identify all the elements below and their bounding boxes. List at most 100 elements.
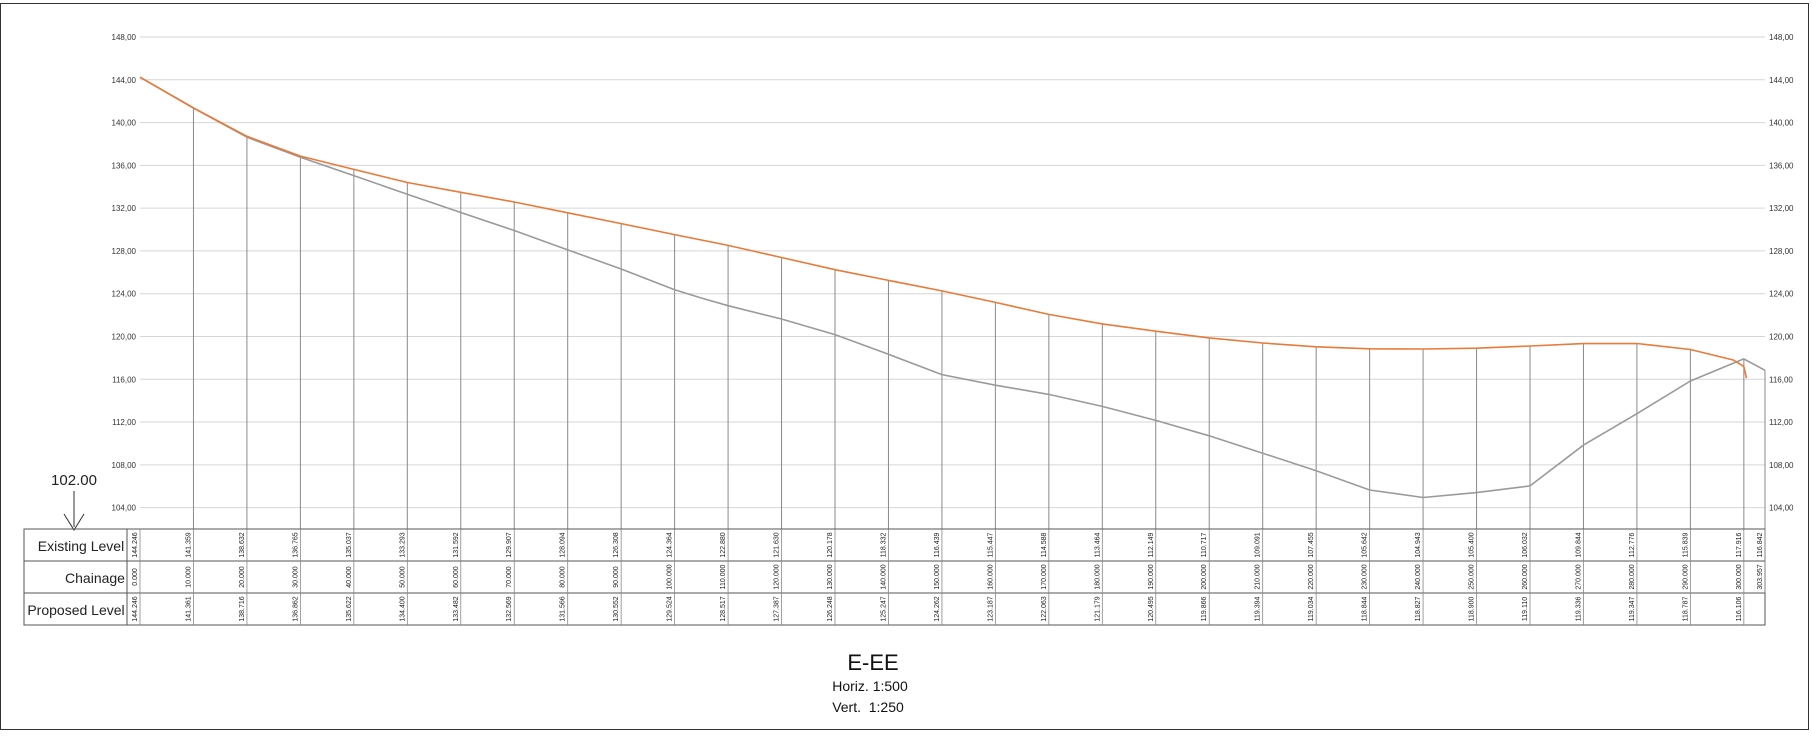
table-cell-existing-level: 141.359 — [185, 532, 192, 557]
table-cell-existing-level: 115.447 — [987, 533, 994, 558]
table-cell-proposed-level: 125.247 — [880, 596, 887, 621]
table-cell-chainage: 190.000 — [1148, 564, 1155, 589]
table-cell-existing-level: 126.308 — [613, 532, 620, 557]
y-axis-right: 104,00 108,00 112,00 116,00 120,00 124,00 128,… — [1769, 33, 1794, 513]
y-tick-label-right: 128,00 — [1769, 247, 1794, 256]
table-cell-proposed-level: 144.246 — [132, 596, 139, 621]
vertical-scale-label: Vert. 1:250 — [832, 699, 904, 715]
table-cell-existing-level: 104.943 — [1415, 532, 1422, 557]
series-line-existing-level — [140, 77, 1765, 497]
table-cell-existing-level: 121.630 — [774, 532, 781, 557]
table-values: 144.246 141.359 138.632 136.765 135.037 133.2… — [132, 529, 1765, 625]
table-cell-existing-level: 113.464 — [1094, 533, 1101, 558]
y-tick-label-right: 132,00 — [1769, 204, 1794, 213]
table-cell-proposed-level: 120.495 — [1148, 596, 1155, 621]
table-cell-chainage: 60.000 — [453, 566, 460, 588]
table-cell-proposed-level: 131.566 — [560, 596, 567, 621]
y-tick-label-left: 136,00 — [112, 161, 137, 170]
table-cell-chainage: 10.000 — [185, 566, 192, 588]
y-tick-label-left: 108,00 — [112, 461, 137, 470]
table-cell-chainage: 130.000 — [827, 564, 834, 589]
table-cell-existing-level: 110.717 — [1201, 533, 1208, 558]
table-cell-chainage: 200.000 — [1201, 564, 1208, 589]
y-tick-label-left: 112,00 — [112, 418, 136, 427]
table-cell-chainage: 0.000 — [132, 568, 139, 586]
table-cell-existing-level: 144.246 — [132, 532, 139, 557]
datum-label: 102.00 — [51, 472, 97, 489]
table-cell-chainage: 220.000 — [1308, 564, 1315, 589]
chart-title: E-EE — [847, 650, 898, 675]
table-cell-proposed-level: 134.400 — [399, 596, 406, 621]
table-cell-chainage: 50.000 — [399, 566, 406, 588]
table-cell-proposed-level: 119.347 — [1629, 597, 1636, 622]
table-cell-proposed-level: 133.482 — [453, 596, 460, 621]
table-cell-existing-level: 112.149 — [1148, 533, 1155, 558]
table-cell-proposed-level: 116.106 — [1736, 597, 1743, 622]
table-cell-proposed-level: 118.787 — [1682, 597, 1689, 622]
table-cell-proposed-level: 119.866 — [1201, 597, 1208, 622]
table-cell-existing-level: 120.178 — [827, 532, 834, 557]
table-cell-chainage: 110.000 — [720, 565, 727, 590]
table-cell-proposed-level: 124.262 — [934, 596, 941, 621]
table-cell-chainage: 270.000 — [1575, 564, 1582, 589]
table-cell-proposed-level: 126.248 — [827, 596, 834, 621]
table-cell-proposed-level: 141.361 — [185, 596, 192, 621]
table-cell-existing-level: 105.400 — [1469, 532, 1476, 557]
table-cell-existing-level: 118.332 — [880, 533, 887, 558]
table-cell-chainage: 140.000 — [880, 564, 887, 589]
table-cell-proposed-level: 129.524 — [667, 596, 674, 621]
table-frame — [24, 529, 1765, 625]
y-tick-label-left: 128,00 — [112, 247, 137, 256]
row-label-existing-level: Existing Level — [38, 538, 124, 554]
table-cell-chainage: 150.000 — [934, 564, 941, 589]
table-cell-proposed-level: 119.394 — [1255, 597, 1262, 622]
table-cell-existing-level: 107.455 — [1308, 532, 1315, 557]
table-cell-proposed-level: 138.716 — [239, 596, 246, 621]
y-tick-label-left: 116,00 — [112, 375, 136, 384]
horizontal-scale-label: Horiz. 1:500 — [832, 678, 908, 694]
table-cell-chainage: 20.000 — [239, 566, 246, 588]
table-cell-chainage: 300.000 — [1736, 564, 1743, 589]
table-cell-chainage: 280.000 — [1629, 564, 1636, 589]
table-cell-chainage: 40.000 — [346, 566, 353, 588]
table-cell-proposed-level: 136.862 — [292, 596, 299, 621]
table-cell-chainage: 120.000 — [774, 564, 781, 589]
y-tick-label-left: 104,00 — [112, 504, 137, 513]
table-cell-proposed-level: 119.336 — [1575, 597, 1582, 622]
table-cell-proposed-level: 119.110 — [1522, 597, 1529, 621]
table-cell-chainage: 180.000 — [1094, 564, 1101, 589]
y-tick-label-right: 140,00 — [1769, 119, 1794, 128]
table-cell-proposed-level: 118.900 — [1469, 597, 1476, 622]
y-tick-label-right: 104,00 — [1769, 504, 1794, 513]
table-cell-proposed-level: 123.187 — [987, 596, 994, 621]
row-label-proposed-level: Proposed Level — [27, 602, 124, 618]
table-cell-proposed-level: 127.387 — [774, 596, 781, 621]
y-axis-left: 104,00 108,00 112,00 116,00 120,00 124,00 128,… — [112, 33, 137, 513]
table-cell-existing-level: 135.037 — [346, 532, 353, 557]
row-label-chainage: Chainage — [65, 570, 125, 586]
table-cell-existing-level: 106.032 — [1522, 532, 1529, 557]
table-cell-existing-level: 114.588 — [1041, 533, 1048, 558]
table-cell-existing-level: 131.592 — [453, 532, 460, 557]
profile-table: Existing Level Chainage Proposed Level 1… — [24, 529, 1765, 625]
y-tick-label-left: 132,00 — [112, 204, 137, 213]
table-cell-chainage: 80.000 — [560, 566, 567, 588]
table-cell-chainage: 230.000 — [1362, 564, 1369, 589]
table-cell-chainage: 303.957 — [1757, 564, 1764, 589]
table-cell-chainage: 170.000 — [1041, 564, 1048, 589]
grid — [140, 37, 1765, 508]
table-cell-chainage: 160.000 — [987, 564, 994, 589]
y-tick-label-left: 140,00 — [112, 119, 137, 128]
table-cell-chainage: 30.000 — [292, 566, 299, 588]
table-cell-existing-level: 117.916 — [1736, 533, 1743, 558]
y-tick-label-right: 136,00 — [1769, 161, 1794, 170]
table-cell-chainage: 250.000 — [1469, 564, 1476, 589]
table-cell-existing-level: 116.842 — [1757, 533, 1764, 558]
table-cell-chainage: 70.000 — [506, 566, 513, 588]
table-cell-proposed-level: 121.179 — [1094, 596, 1101, 621]
table-cell-chainage: 290.000 — [1682, 564, 1689, 589]
table-cell-proposed-level: 118.827 — [1415, 597, 1422, 622]
table-cell-proposed-level: 135.622 — [346, 596, 353, 621]
